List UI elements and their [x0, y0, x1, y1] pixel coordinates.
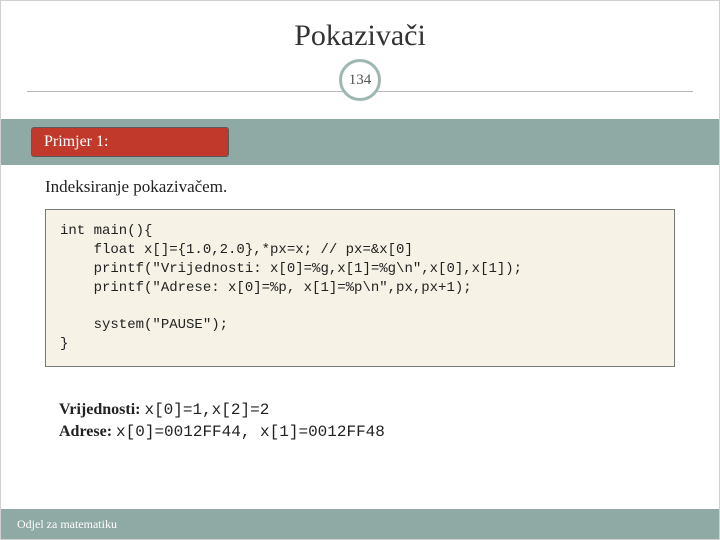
output-label-2: Adrese:	[59, 423, 116, 440]
title-area: Pokazivači	[1, 1, 719, 53]
slide-title: Pokazivači	[1, 19, 719, 53]
output-value-1: x[0]=1,x[2]=2	[144, 401, 269, 419]
slide: Pokazivači 134 Primjer 1: Indeksiranje p…	[0, 0, 720, 540]
output-line-1: Vrijednosti: x[0]=1,x[2]=2	[59, 399, 385, 421]
badge-wrap: 134	[1, 59, 719, 101]
output-value-2: x[0]=0012FF44, x[1]=0012FF48	[116, 423, 385, 441]
code-box: int main(){ float x[]={1.0,2.0},*px=x; /…	[45, 209, 675, 367]
example-chip: Primjer 1:	[31, 127, 229, 157]
footer-text: Odjel za matematiku	[17, 517, 117, 532]
subtitle: Indeksiranje pokazivačem.	[45, 177, 227, 197]
header-band: Primjer 1:	[1, 119, 719, 165]
output-block: Vrijednosti: x[0]=1,x[2]=2 Adrese: x[0]=…	[59, 399, 385, 444]
output-line-2: Adrese: x[0]=0012FF44, x[1]=0012FF48	[59, 421, 385, 443]
output-label-1: Vrijednosti:	[59, 401, 144, 418]
slide-number-badge: 134	[339, 59, 381, 101]
footer-bar: Odjel za matematiku	[1, 509, 719, 539]
